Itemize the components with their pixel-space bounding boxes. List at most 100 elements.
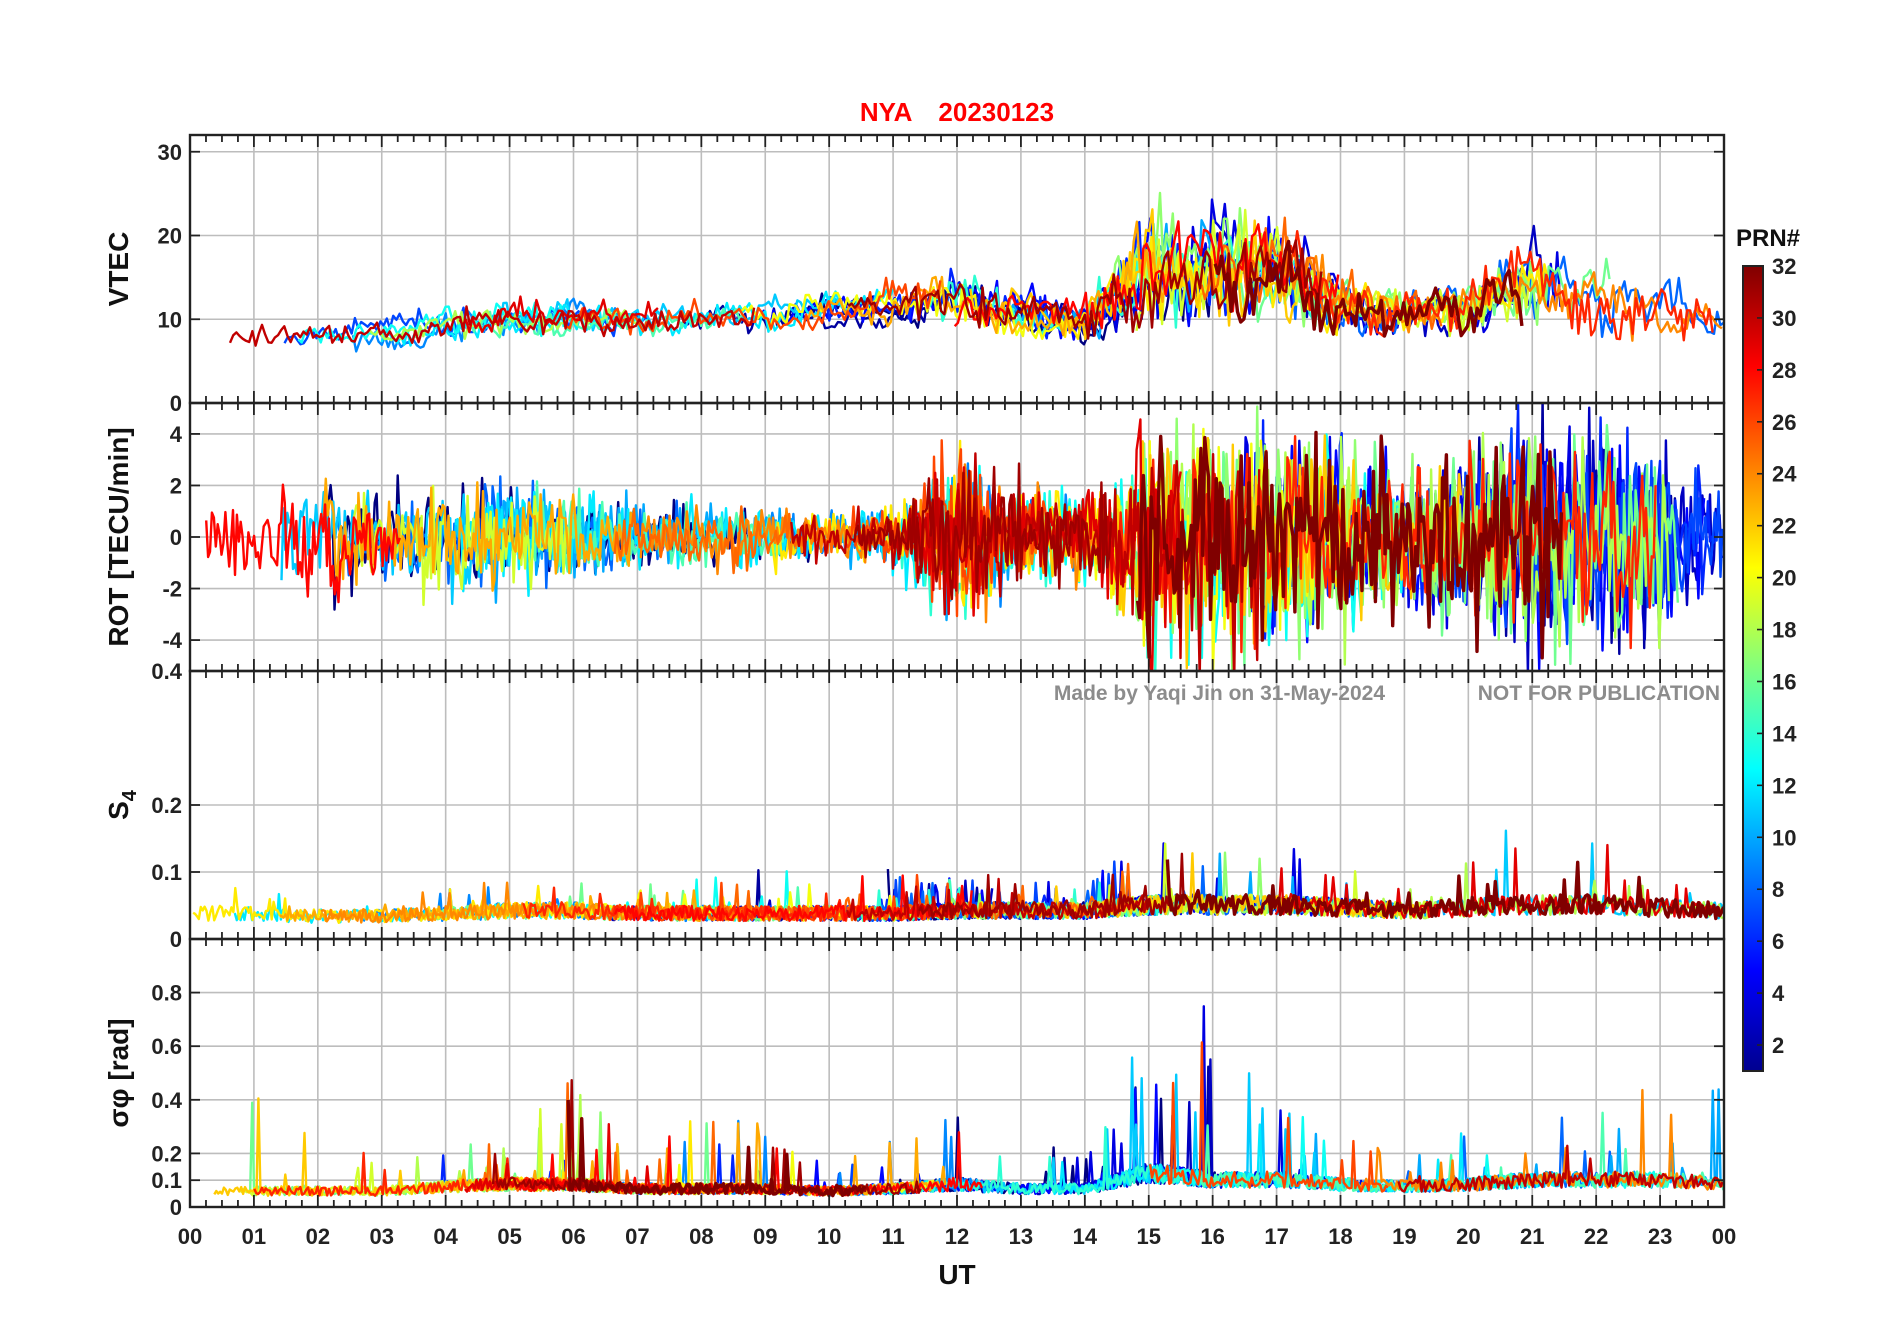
y-tick-label: 0.1 <box>151 1168 182 1193</box>
x-tick-label: 02 <box>306 1224 330 1249</box>
x-tick-label: 15 <box>1137 1224 1161 1249</box>
watermark-author: Made by Yaqi Jin on 31-May-2024 <box>1054 682 1385 705</box>
colorbar-tick-label: 28 <box>1772 358 1796 383</box>
x-tick-label: 13 <box>1009 1224 1033 1249</box>
panel-2: -4 -2 0 2 4 ROT [TECU/min] <box>103 401 1726 673</box>
colorbar-tick-label: 32 <box>1772 254 1796 279</box>
y-tick-label: 0.1 <box>151 860 182 885</box>
panel-1-minor-ticks <box>189 135 1725 404</box>
series-prn-28 <box>613 874 973 923</box>
colorbar-tick-label: 4 <box>1772 981 1785 1006</box>
y-tick-label: 10 <box>158 307 182 332</box>
chart-title: NYA 20230123 <box>860 97 1054 127</box>
series-prn-31 <box>918 852 1185 921</box>
panel-1-grid <box>190 135 1724 403</box>
y-tick-label: -2 <box>162 577 182 602</box>
series-prn-31 <box>852 462 1113 601</box>
panel-1: 0 10 20 30 VTEC <box>103 133 1726 416</box>
colorbar-tick-label: 24 <box>1772 462 1797 487</box>
panel-4: 00.10.2 0.4 0.6 0.8 σφ [rad] <box>103 937 1726 1220</box>
colorbar-tick-label: 22 <box>1772 514 1796 539</box>
colorbar-scale <box>1742 265 1764 1072</box>
y-tick-label: 30 <box>158 140 182 165</box>
y-tick-label: 20 <box>158 224 182 249</box>
colorbar-tick-label: 18 <box>1772 618 1796 643</box>
colorbar-tick-label: 16 <box>1772 669 1796 694</box>
y-axis-label: VTEC <box>103 232 134 307</box>
y-tick-label: 0.4 <box>151 1088 182 1113</box>
series-prn-20 <box>740 284 1072 340</box>
colorbar-tick-label: 2 <box>1772 1033 1784 1058</box>
x-tick-label: 17 <box>1264 1224 1288 1249</box>
panel-4-minor-ticks <box>189 939 1725 1208</box>
x-tick-label: 18 <box>1328 1224 1352 1249</box>
y-tick-label: -4 <box>162 628 182 653</box>
title-date: 20230123 <box>938 97 1054 127</box>
y-axis-label: S4 <box>103 789 141 820</box>
y-tick-label: 0 <box>170 1195 182 1220</box>
y-axis-label: σφ [rad] <box>103 1018 134 1127</box>
series-prn-28 <box>953 220 1340 333</box>
y-tick-label: 0.2 <box>151 1141 182 1166</box>
series-prn-30 <box>846 877 1154 922</box>
y-tick-label: 0 <box>170 927 182 952</box>
y-tick-label: 0.2 <box>151 793 182 818</box>
y-tick-label: 2 <box>170 473 182 498</box>
y-tick-label: 0.6 <box>151 1034 182 1059</box>
y-tick-label: 0 <box>170 525 182 550</box>
panel-2-series <box>205 403 1724 671</box>
series-prn-30 <box>1397 1144 1724 1193</box>
x-tick-label: 08 <box>689 1224 713 1249</box>
x-tick-label: 05 <box>497 1224 521 1249</box>
x-tick-label: 04 <box>433 1224 458 1249</box>
x-tick-label: 07 <box>625 1224 649 1249</box>
y-tick-label: 0.8 <box>151 981 182 1006</box>
panel-3-series <box>192 829 1724 924</box>
y-tick-label: 0.4 <box>151 659 182 684</box>
x-tick-label: 01 <box>242 1224 266 1249</box>
panel-4-series <box>213 1005 1724 1198</box>
colorbar-tick-label: 30 <box>1772 306 1796 331</box>
series-prn-31 <box>847 239 1323 340</box>
series-prn-4 <box>1052 198 1565 334</box>
x-tick-label: 16 <box>1200 1224 1224 1249</box>
series-prn-32 <box>1135 430 1564 660</box>
series-prn-32 <box>1213 239 1524 338</box>
colorbar-tick-label: 6 <box>1772 929 1784 954</box>
x-tick-label: 00 <box>178 1224 202 1249</box>
series-prn-26 <box>1148 1041 1389 1193</box>
colorbar-tick-label: 8 <box>1772 877 1784 902</box>
series-prn-29 <box>458 295 659 334</box>
x-tick-label: 22 <box>1584 1224 1608 1249</box>
colorbar-tick-label: 10 <box>1772 825 1796 850</box>
colorbar-tick-label: 20 <box>1772 566 1796 591</box>
panel-3: 0 0.1 0.2 0.4 S4 <box>103 659 1726 952</box>
x-tick-label: 20 <box>1456 1224 1480 1249</box>
y-tick-label: 4 <box>170 422 183 447</box>
x-tick-label: 03 <box>370 1224 394 1249</box>
x-tick-label: 11 <box>881 1224 904 1249</box>
colorbar-tick-label: 26 <box>1772 410 1796 435</box>
colorbar-title: PRN# <box>1736 225 1800 252</box>
series-prn-30 <box>228 305 756 347</box>
series-prn-28 <box>205 483 402 604</box>
x-tick-label: 21 <box>1520 1224 1544 1249</box>
series-prn-25 <box>613 505 841 575</box>
x-tick-label: 23 <box>1648 1224 1672 1249</box>
x-axis-label: UT <box>938 1259 975 1290</box>
colorbar-tick-label: 12 <box>1772 773 1796 798</box>
series-prn-32 <box>1165 859 1724 921</box>
series-prn-32 <box>566 1099 867 1198</box>
x-tick-label: 10 <box>817 1224 841 1249</box>
x-tick-label: 14 <box>1073 1224 1098 1249</box>
x-tick-label: 00 <box>1712 1224 1736 1249</box>
series-prn-24 <box>1357 1088 1724 1193</box>
watermark-notice: NOT FOR PUBLICATION <box>1478 682 1720 705</box>
colorbar-tick-label: 14 <box>1772 721 1797 746</box>
x-tick-labels: 00 01 02 03 04 05 06 07 08 09 10 11 12 13 14 15 16 17 18 19… <box>178 1224 1736 1249</box>
x-tick-label: 06 <box>561 1224 585 1249</box>
